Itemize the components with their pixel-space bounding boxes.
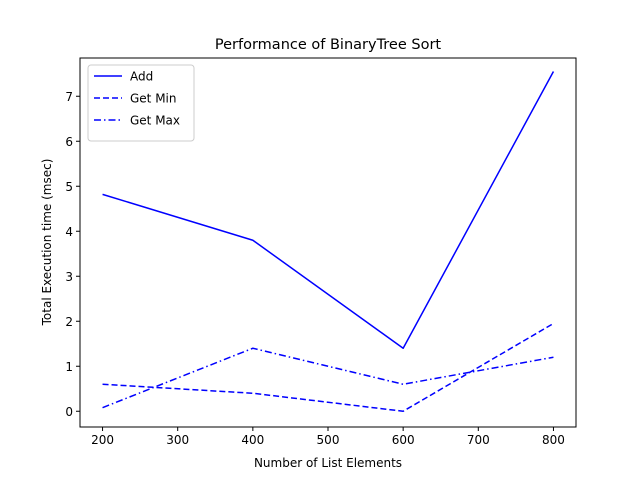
y-tick-label: 2 — [65, 315, 73, 329]
x-tick-label: 200 — [91, 433, 114, 447]
legend-label: Get Max — [130, 114, 180, 128]
y-tick-label: 5 — [65, 180, 73, 194]
x-tick-label: 400 — [241, 433, 264, 447]
y-axis-label: Total Execution time (msec) — [40, 159, 54, 327]
y-tick-label: 6 — [65, 135, 73, 149]
y-tick-label: 4 — [65, 225, 73, 239]
y-tick-label: 3 — [65, 270, 73, 284]
x-axis: 200 300 400 500 600 700 800 — [91, 427, 565, 447]
y-axis: 0 1 2 3 4 5 6 7 — [65, 90, 80, 419]
y-tick-label: 7 — [65, 90, 73, 104]
y-tick-label: 1 — [65, 360, 73, 374]
x-tick-label: 500 — [317, 433, 340, 447]
x-tick-label: 600 — [392, 433, 415, 447]
legend: Add Get Min Get Max — [87, 64, 195, 142]
series-line-get-max — [102, 347, 554, 409]
x-tick-label: 300 — [166, 433, 189, 447]
x-axis-label: Number of List Elements — [254, 456, 402, 470]
plot-area: 200 300 400 500 600 700 800 0 1 2 3 4 5 6 7 Add Get Mi… — [65, 57, 577, 447]
y-tick-label: 0 — [65, 405, 73, 419]
x-tick-label: 800 — [542, 433, 565, 447]
legend-box — [87, 64, 195, 142]
chart-title: Performance of BinaryTree Sort — [215, 37, 442, 53]
series-line-add — [102, 71, 555, 349]
x-tick-label: 700 — [467, 433, 490, 447]
legend-label: Add — [130, 70, 153, 84]
series-line-get-min — [102, 322, 554, 412]
series-lines — [102, 71, 555, 412]
legend-label: Get Min — [130, 92, 177, 106]
